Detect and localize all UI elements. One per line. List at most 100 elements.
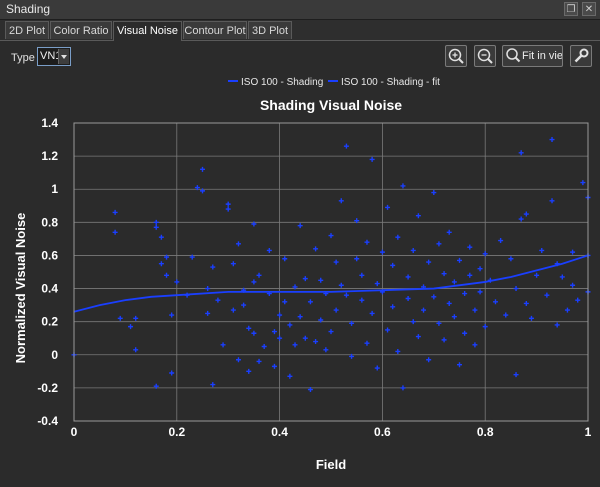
data-point [492, 299, 498, 305]
window-titlebar: Shading ❐ ✕ [0, 0, 600, 20]
data-point [225, 201, 231, 207]
data-point [235, 241, 241, 247]
data-point [405, 295, 411, 301]
data-point [251, 279, 257, 285]
data-point [482, 324, 488, 330]
data-point [220, 342, 226, 348]
data-point [256, 272, 262, 278]
data-point [169, 312, 175, 318]
data-point [271, 329, 277, 335]
data-point [544, 292, 550, 298]
y-tick-label: 0.4 [41, 282, 58, 296]
data-point [477, 289, 483, 295]
data-point [128, 324, 134, 330]
tab-2d-plot[interactable]: 2D Plot [5, 21, 49, 39]
data-point [513, 372, 519, 378]
data-point [400, 183, 406, 189]
type-select[interactable]: VN1 [37, 47, 71, 66]
zoom-out-icon [477, 48, 493, 64]
data-point [477, 266, 483, 272]
data-point [230, 307, 236, 313]
y-tick-label: -0.2 [37, 381, 58, 395]
zoom-out-button[interactable] [474, 45, 496, 67]
data-point [169, 370, 175, 376]
data-point [292, 342, 298, 348]
data-point [441, 337, 447, 343]
data-point [564, 307, 570, 313]
data-point [354, 218, 360, 224]
data-point [405, 274, 411, 280]
data-point [318, 277, 324, 283]
fit-in-view-button[interactable]: Fit in view [502, 45, 563, 67]
data-point [251, 221, 257, 227]
data-point [554, 261, 560, 267]
x-tick-label: 1 [585, 425, 592, 439]
type-select-value: VN1 [40, 50, 62, 62]
data-point [467, 244, 473, 250]
tab-color-ratio[interactable]: Color Ratio [50, 21, 112, 39]
data-point [297, 314, 303, 320]
data-point [200, 166, 205, 172]
data-point [313, 246, 319, 252]
y-axis-label: Normalized Visual Noise [13, 213, 28, 364]
data-point [333, 307, 339, 313]
data-point [457, 362, 462, 368]
tab-3d-plot[interactable]: 3D Plot [248, 21, 292, 39]
data-point [487, 277, 493, 283]
data-point [343, 143, 349, 149]
data-point [225, 206, 231, 212]
data-point [246, 368, 252, 374]
x-tick-label: 0.8 [477, 425, 494, 439]
data-point [200, 188, 205, 194]
data-point [318, 317, 324, 323]
data-point [302, 276, 308, 282]
data-point [194, 185, 200, 191]
data-point [241, 287, 247, 293]
data-point [549, 137, 555, 143]
tab-visual-noise[interactable]: Visual Noise [113, 21, 182, 41]
data-point [184, 292, 190, 298]
data-point [338, 282, 344, 288]
data-point [374, 365, 380, 371]
data-point [282, 299, 288, 305]
close-icon[interactable]: ✕ [582, 2, 596, 16]
data-point [446, 300, 452, 306]
data-point [251, 330, 257, 336]
settings-button[interactable] [570, 45, 592, 67]
data-point [153, 219, 159, 225]
data-point [482, 251, 488, 257]
zoom-in-button[interactable] [445, 45, 467, 67]
data-point [390, 262, 396, 268]
data-point [534, 272, 540, 278]
data-point [379, 249, 385, 255]
data-point [359, 272, 365, 278]
data-point [431, 190, 437, 196]
data-point [354, 256, 360, 262]
data-point [472, 307, 478, 313]
data-point [133, 315, 139, 321]
x-tick-label: 0.2 [168, 425, 185, 439]
data-point [421, 284, 427, 290]
data-point [158, 234, 164, 240]
data-point [390, 304, 396, 310]
data-point [426, 357, 432, 363]
data-point [518, 216, 524, 222]
data-point [205, 286, 211, 292]
data-point [117, 315, 123, 321]
data-point [549, 198, 555, 204]
data-point [539, 247, 545, 253]
float-window-icon[interactable]: ❐ [564, 2, 578, 16]
data-point [426, 259, 432, 265]
data-point [205, 310, 211, 316]
chart-title: Shading Visual Noise [260, 97, 402, 113]
data-point [451, 314, 457, 320]
tab-contour-plot[interactable]: Contour Plot [183, 21, 247, 39]
data-point [230, 261, 236, 267]
data-point [395, 234, 401, 240]
data-point [307, 299, 313, 305]
data-point [364, 239, 370, 245]
data-point [133, 347, 139, 353]
data-point [333, 259, 339, 265]
data-point [338, 198, 344, 204]
data-point [400, 385, 406, 391]
